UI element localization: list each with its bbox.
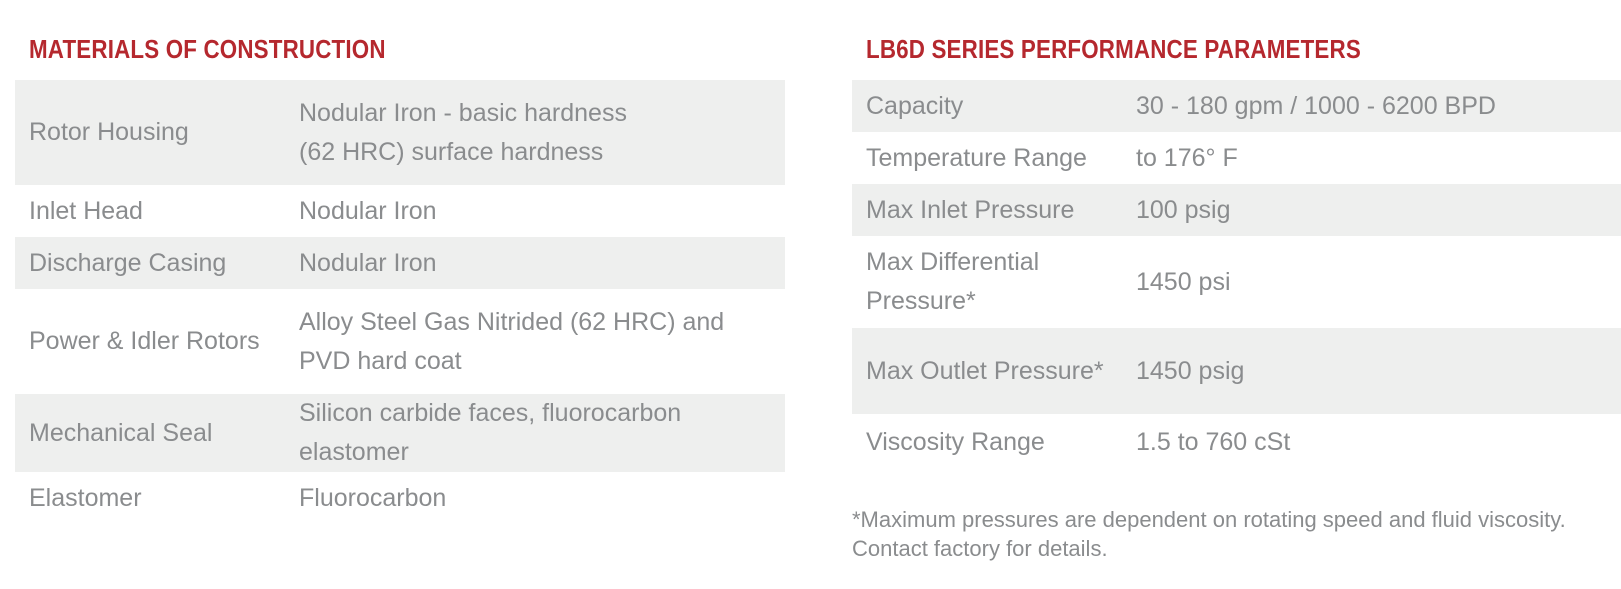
- table-row: Inlet Head Nodular Iron: [15, 185, 785, 237]
- footnote-line: Contact factory for details.: [852, 536, 1108, 561]
- table-row: Max Outlet Pressure* 1450 psig: [852, 328, 1621, 414]
- row-label: Max Differential Pressure*: [852, 243, 1136, 321]
- row-label-line: Max Outlet Pressure*: [866, 356, 1104, 385]
- table-row: Mechanical Seal Silicon carbide faces, f…: [15, 394, 785, 472]
- row-label-line: Max Differential: [866, 248, 1040, 276]
- row-value: 30 - 180 gpm / 1000 - 6200 BPD: [1136, 91, 1496, 120]
- table-row: Rotor Housing Nodular Iron - basic hardn…: [15, 80, 785, 185]
- row-value: Silicon carbide faces, fluorocarbon elas…: [299, 394, 785, 472]
- row-value: 1450 psig: [1136, 356, 1245, 385]
- table-row: Elastomer Fluorocarbon: [15, 472, 785, 524]
- table-row: Max Inlet Pressure 100 psig: [852, 184, 1621, 236]
- row-value: Nodular Iron - basic hardness (62 HRC) s…: [299, 94, 785, 172]
- row-value-line: Fluorocarbon: [299, 483, 447, 512]
- row-value-line: Nodular Iron: [299, 248, 437, 277]
- footnote-line: *Maximum pressures are dependent on rota…: [852, 507, 1566, 532]
- row-value-line: (62 HRC) surface hardness: [299, 137, 604, 166]
- row-label: Max Outlet Pressure*: [852, 352, 1136, 391]
- row-value: Nodular Iron: [299, 192, 785, 231]
- table-row: Viscosity Range 1.5 to 760 cSt: [852, 414, 1621, 470]
- row-label: Mechanical Seal: [29, 418, 213, 447]
- row-value: 1.5 to 760 cSt: [1136, 427, 1291, 456]
- performance-title: LB6D SERIES PERFORMANCE PARAMETERS: [866, 34, 1361, 64]
- row-label: Inlet Head: [29, 196, 143, 225]
- row-label: Rotor Housing: [29, 118, 189, 146]
- row-value-line: Alloy Steel Gas Nitrided (62 HRC) and: [299, 307, 725, 336]
- row-label: Discharge Casing: [29, 248, 227, 277]
- table-row: Temperature Range to 176° F: [852, 132, 1621, 184]
- row-label: Power & Idler Rotors: [29, 327, 260, 355]
- row-value: 1450 psi: [1136, 267, 1231, 296]
- row-label-line: Viscosity Range: [866, 427, 1045, 456]
- row-label: Elastomer: [29, 483, 142, 512]
- row-value-line: PVD hard coat: [299, 346, 462, 375]
- materials-table: Rotor Housing Nodular Iron - basic hardn…: [15, 80, 785, 524]
- row-value-line: Nodular Iron: [299, 196, 437, 225]
- row-label: Viscosity Range: [852, 423, 1136, 462]
- row-value: to 176° F: [1136, 143, 1238, 172]
- row-label: Temperature Range: [852, 139, 1136, 178]
- row-value: Alloy Steel Gas Nitrided (62 HRC) and PV…: [299, 303, 785, 381]
- row-label-line: Temperature Range: [866, 143, 1087, 172]
- materials-title: MATERIALS OF CONSTRUCTION: [29, 34, 386, 64]
- table-row: Discharge Casing Nodular Iron: [15, 237, 785, 289]
- row-value-line: Silicon carbide faces, fluorocarbon: [299, 399, 682, 427]
- row-value: Nodular Iron: [299, 244, 785, 283]
- performance-table: Capacity 30 - 180 gpm / 1000 - 6200 BPD …: [852, 80, 1621, 470]
- row-value: Fluorocarbon: [299, 479, 785, 518]
- row-label-line: Max Inlet Pressure: [866, 195, 1075, 224]
- table-row: Power & Idler Rotors Alloy Steel Gas Nit…: [15, 289, 785, 394]
- row-label-line: Pressure*: [866, 287, 976, 315]
- row-value: 100 psig: [1136, 195, 1231, 224]
- footnote: *Maximum pressures are dependent on rota…: [852, 505, 1621, 563]
- table-row: Max Differential Pressure* 1450 psi: [852, 236, 1621, 328]
- row-label-line: Capacity: [866, 91, 964, 120]
- row-label: Capacity: [852, 87, 1136, 126]
- row-value-line: elastomer: [299, 438, 409, 466]
- row-label: Max Inlet Pressure: [852, 191, 1136, 230]
- row-value-line: Nodular Iron - basic hardness: [299, 98, 627, 127]
- table-row: Capacity 30 - 180 gpm / 1000 - 6200 BPD: [852, 80, 1621, 132]
